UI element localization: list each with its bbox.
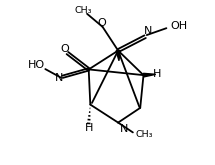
Text: CH₃: CH₃ — [74, 6, 92, 15]
Text: O: O — [97, 18, 106, 28]
Text: CH₃: CH₃ — [135, 130, 153, 139]
Text: O: O — [61, 44, 69, 54]
Text: H: H — [84, 123, 93, 133]
Polygon shape — [116, 50, 120, 61]
Text: OH: OH — [170, 21, 188, 31]
Text: HO: HO — [28, 60, 45, 70]
Text: N: N — [55, 73, 63, 83]
Text: H: H — [153, 68, 162, 79]
Text: N: N — [143, 26, 152, 36]
Polygon shape — [143, 73, 156, 77]
Text: N: N — [120, 124, 128, 134]
